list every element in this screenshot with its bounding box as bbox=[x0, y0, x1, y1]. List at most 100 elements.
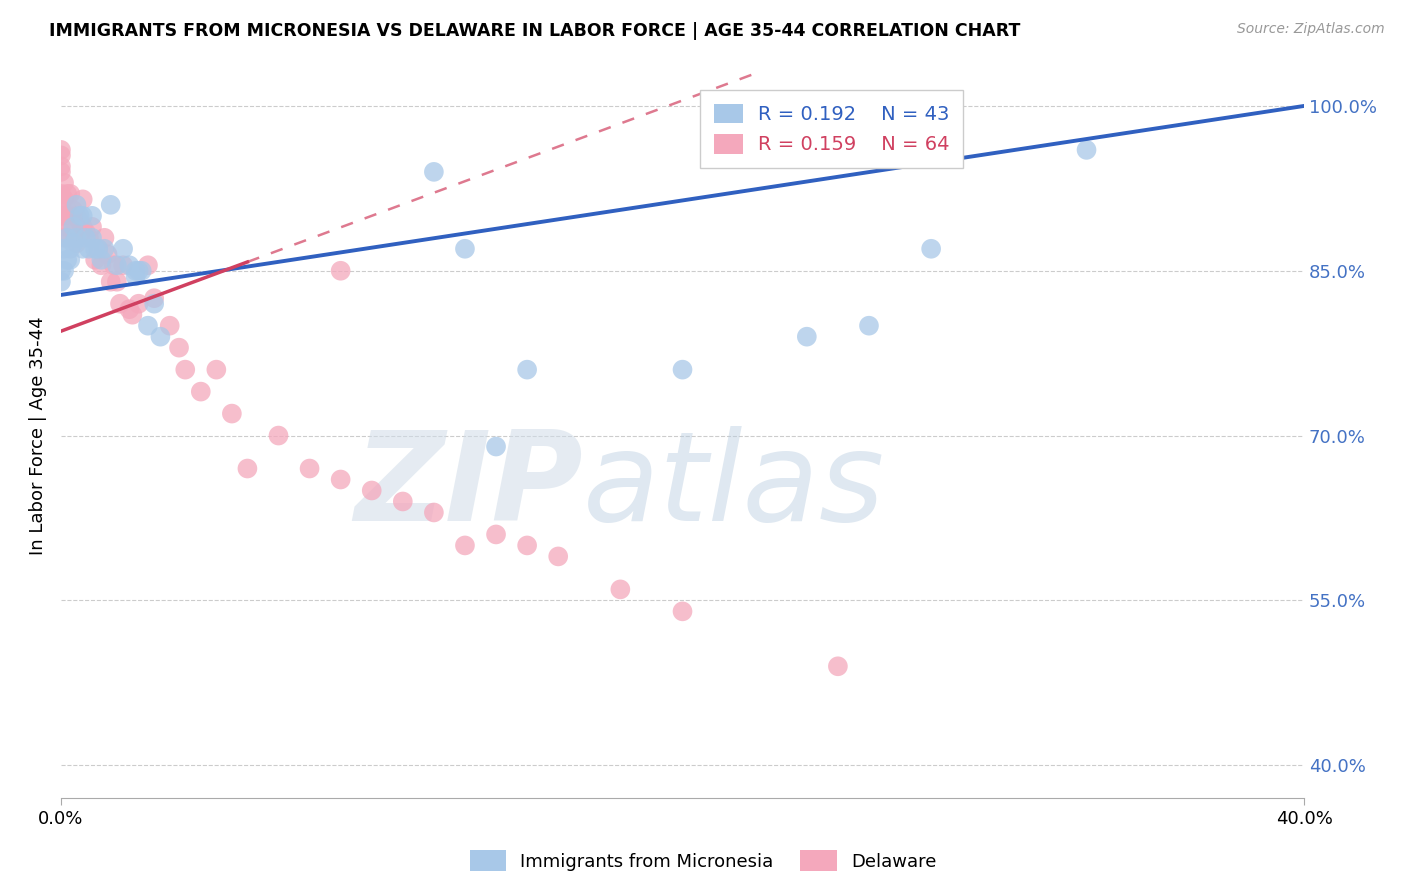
Point bbox=[136, 258, 159, 272]
Point bbox=[72, 192, 94, 206]
Point bbox=[62, 225, 84, 239]
Point bbox=[65, 236, 87, 251]
Point bbox=[858, 318, 880, 333]
Point bbox=[49, 275, 72, 289]
Point bbox=[1076, 143, 1098, 157]
Point bbox=[97, 247, 120, 261]
Point bbox=[671, 604, 693, 618]
Point bbox=[56, 252, 79, 267]
Point bbox=[53, 192, 76, 206]
Point bbox=[236, 461, 259, 475]
Point bbox=[84, 252, 107, 267]
Point bbox=[65, 198, 87, 212]
Point bbox=[485, 440, 508, 454]
Point bbox=[56, 186, 79, 201]
Point bbox=[100, 275, 122, 289]
Point bbox=[53, 264, 76, 278]
Point bbox=[108, 296, 131, 310]
Text: Source: ZipAtlas.com: Source: ZipAtlas.com bbox=[1237, 22, 1385, 37]
Point bbox=[128, 296, 150, 310]
Point bbox=[49, 148, 72, 162]
Legend: Immigrants from Micronesia, Delaware: Immigrants from Micronesia, Delaware bbox=[463, 843, 943, 879]
Point bbox=[329, 264, 352, 278]
Point bbox=[53, 231, 76, 245]
Point bbox=[80, 209, 103, 223]
Point bbox=[62, 219, 84, 234]
Point bbox=[80, 231, 103, 245]
Point bbox=[167, 341, 190, 355]
Point bbox=[49, 198, 72, 212]
Point bbox=[112, 242, 135, 256]
Point bbox=[112, 258, 135, 272]
Point bbox=[53, 209, 76, 223]
Point bbox=[516, 538, 538, 552]
Point bbox=[609, 582, 631, 597]
Point bbox=[87, 242, 110, 256]
Point bbox=[454, 242, 477, 256]
Point bbox=[221, 407, 243, 421]
Point bbox=[72, 209, 94, 223]
Point bbox=[49, 225, 72, 239]
Point bbox=[59, 209, 82, 223]
Point bbox=[72, 219, 94, 234]
Point bbox=[49, 160, 72, 174]
Point bbox=[103, 258, 125, 272]
Point bbox=[131, 264, 153, 278]
Point bbox=[69, 209, 91, 223]
Point bbox=[69, 214, 91, 228]
Point bbox=[90, 252, 112, 267]
Point bbox=[105, 275, 128, 289]
Point bbox=[149, 329, 172, 343]
Point bbox=[391, 494, 413, 508]
Point bbox=[75, 231, 97, 245]
Point bbox=[77, 242, 100, 256]
Point bbox=[53, 242, 76, 256]
Point bbox=[56, 231, 79, 245]
Point bbox=[143, 296, 166, 310]
Point bbox=[49, 209, 72, 223]
Text: IMMIGRANTS FROM MICRONESIA VS DELAWARE IN LABOR FORCE | AGE 35-44 CORRELATION CH: IMMIGRANTS FROM MICRONESIA VS DELAWARE I… bbox=[49, 22, 1021, 40]
Point bbox=[329, 473, 352, 487]
Point bbox=[49, 143, 72, 157]
Point bbox=[159, 318, 181, 333]
Point bbox=[49, 165, 72, 179]
Point bbox=[136, 318, 159, 333]
Point bbox=[118, 302, 141, 317]
Point bbox=[547, 549, 569, 564]
Point bbox=[124, 264, 146, 278]
Point bbox=[59, 252, 82, 267]
Point bbox=[423, 165, 446, 179]
Point bbox=[59, 242, 82, 256]
Point bbox=[65, 209, 87, 223]
Point bbox=[59, 186, 82, 201]
Point bbox=[267, 428, 290, 442]
Point bbox=[100, 198, 122, 212]
Point bbox=[69, 231, 91, 245]
Point bbox=[56, 203, 79, 218]
Point bbox=[62, 203, 84, 218]
Point bbox=[84, 242, 107, 256]
Text: ZIP: ZIP bbox=[354, 425, 583, 547]
Point bbox=[174, 362, 197, 376]
Point bbox=[90, 258, 112, 272]
Point bbox=[360, 483, 382, 498]
Point bbox=[124, 269, 146, 284]
Point bbox=[121, 308, 143, 322]
Point bbox=[105, 258, 128, 272]
Point bbox=[205, 362, 228, 376]
Text: atlas: atlas bbox=[583, 425, 886, 547]
Point bbox=[49, 186, 72, 201]
Point bbox=[87, 242, 110, 256]
Point bbox=[93, 231, 115, 245]
Point bbox=[53, 176, 76, 190]
Legend: R = 0.192    N = 43, R = 0.159    N = 64: R = 0.192 N = 43, R = 0.159 N = 64 bbox=[700, 90, 963, 168]
Point bbox=[298, 461, 321, 475]
Y-axis label: In Labor Force | Age 35-44: In Labor Force | Age 35-44 bbox=[30, 317, 46, 555]
Point bbox=[75, 225, 97, 239]
Point bbox=[143, 291, 166, 305]
Point bbox=[72, 242, 94, 256]
Point bbox=[485, 527, 508, 541]
Point bbox=[454, 538, 477, 552]
Point bbox=[423, 506, 446, 520]
Point bbox=[118, 258, 141, 272]
